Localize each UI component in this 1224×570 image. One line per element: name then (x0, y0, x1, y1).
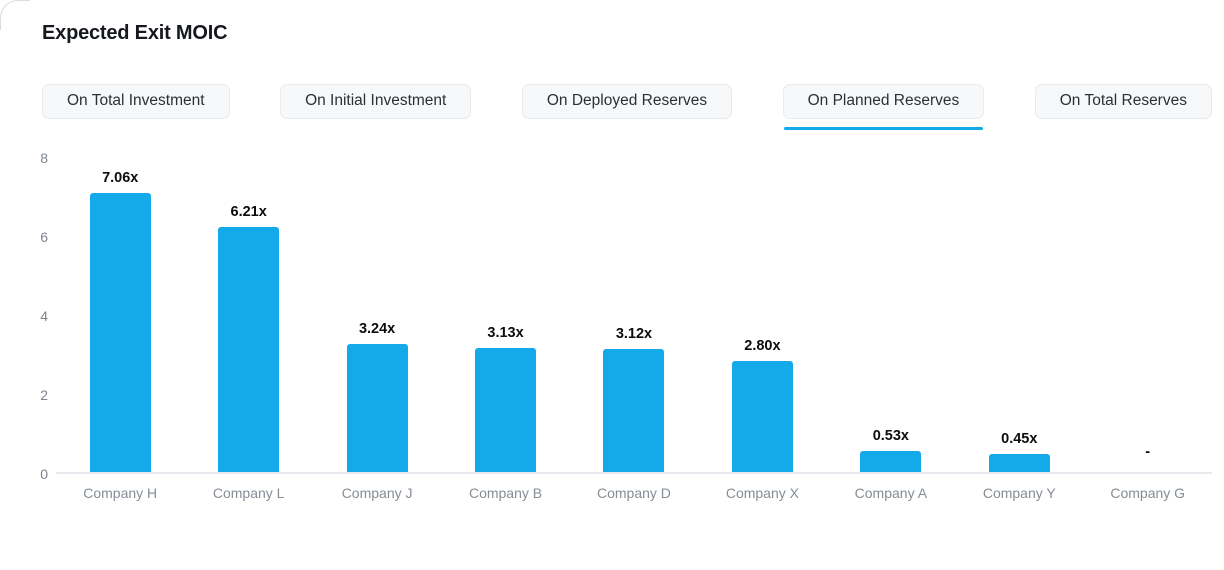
bar-value-label: 3.24x (358, 321, 396, 338)
x-axis-label: Company B (468, 485, 543, 501)
x-axis-label: Company H (83, 485, 158, 501)
y-axis-tick-label: 8 (40, 150, 48, 166)
tab-on-planned-reserves[interactable]: On Planned Reserves (782, 84, 985, 130)
bar[interactable] (731, 361, 793, 472)
bar-slot: - (1084, 158, 1212, 472)
bar-slot: 0.53x (827, 158, 955, 472)
x-axis-label: Company L (212, 485, 285, 501)
page-title: Expected Exit MOIC (42, 22, 228, 44)
y-axis-tick-label: 6 (40, 229, 48, 245)
x-axis-label: Company D (597, 485, 671, 501)
plot-area: 7.06x 6.21x 3.24x 3.13x 3.12x 2.80x 0.53x 0.45x… (56, 158, 1212, 474)
bar[interactable] (218, 226, 280, 472)
bar[interactable] (603, 348, 665, 472)
y-axis: 0 2 4 6 8 (30, 151, 48, 481)
tab-on-deployed-reserves[interactable]: On Deployed Reserves (521, 84, 733, 119)
y-axis-tick-label: 4 (40, 308, 48, 324)
x-axis-labels: Company H Company L Company J Company B Comp… (56, 474, 1212, 501)
tab-label: On Planned Reserves (807, 92, 960, 109)
x-axis-label: Company G (1110, 485, 1186, 501)
y-axis-tick-label: 0 (40, 466, 48, 482)
tab-label: On Total Investment (67, 92, 205, 109)
active-tab-underline (783, 127, 984, 130)
bar-value-label: - (1145, 444, 1151, 460)
bar-value-label: 3.12x (615, 325, 653, 342)
x-axis-label: Company J (341, 485, 413, 501)
metric-tabs: On Total Investment On Initial Investmen… (42, 84, 1212, 130)
bar[interactable] (346, 344, 408, 472)
bar[interactable] (89, 193, 151, 472)
bar-slot: 3.24x (313, 158, 441, 472)
tab-label: On Total Reserves (1059, 92, 1187, 109)
tab-label: On Initial Investment (305, 92, 447, 109)
bar-value-label: 0.53x (872, 428, 909, 445)
moic-bar-chart: 0 2 4 6 8 7.06x 6.21x 3.24x 3.13x 3.12x 2.80x 0.53… (30, 151, 1212, 501)
x-axis-label: Company A (854, 485, 928, 501)
bar-value-label: 7.06x (102, 170, 139, 187)
bar-value-label: 0.45x (1001, 431, 1038, 448)
bar-value-label: 6.21x (230, 203, 267, 220)
tab-on-initial-investment[interactable]: On Initial Investment (280, 84, 472, 119)
bar-value-label: 3.13x (487, 325, 524, 342)
bar-slot: 6.21x (184, 158, 312, 472)
tab-label: On Deployed Reserves (546, 92, 708, 109)
bar-slot: 0.45x (955, 158, 1083, 472)
card-corner-decoration (0, 0, 30, 30)
bar-slot: 3.13x (441, 158, 569, 472)
bar[interactable] (988, 454, 1050, 472)
tab-on-total-reserves[interactable]: On Total Reserves (1034, 84, 1212, 119)
bar-slot: 2.80x (698, 158, 826, 472)
x-axis-label: Company Y (982, 485, 1056, 501)
bar[interactable] (860, 451, 922, 472)
bar-slot: 3.12x (570, 158, 698, 472)
x-axis-label: Company X (725, 485, 799, 501)
tab-on-total-investment[interactable]: On Total Investment (42, 84, 230, 119)
bar[interactable] (475, 348, 537, 472)
bar-value-label: 2.80x (744, 338, 781, 355)
y-axis-tick-label: 2 (40, 387, 48, 403)
bar-slot: 7.06x (56, 158, 184, 472)
